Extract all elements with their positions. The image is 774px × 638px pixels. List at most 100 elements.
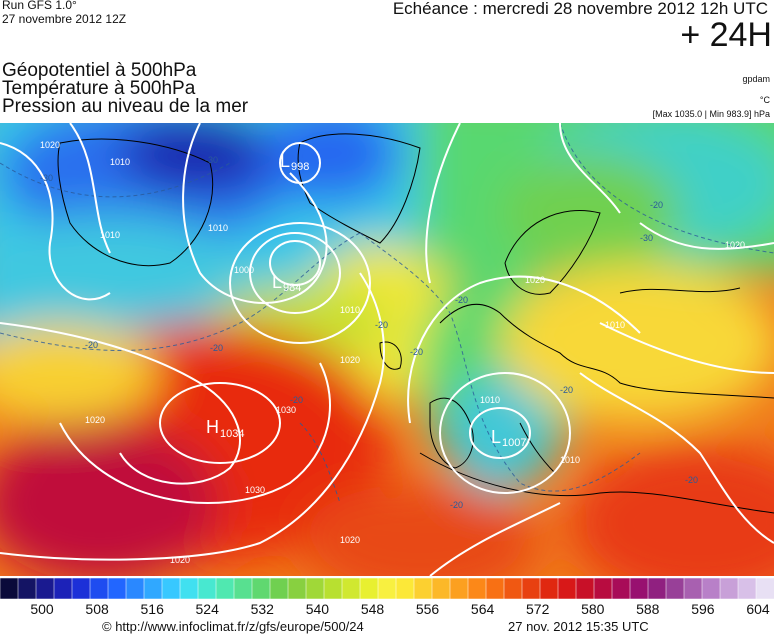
scale-swatch — [71, 578, 91, 599]
scale-swatch — [161, 578, 181, 599]
color-scale — [0, 578, 774, 599]
isotherm-label: -20 — [450, 500, 463, 510]
isotherm-label: -20 — [375, 320, 388, 330]
isotherm-label: -20 — [210, 343, 223, 353]
scale-tick-label: 540 — [305, 601, 330, 617]
scale-swatch — [341, 578, 361, 599]
scale-swatch — [0, 578, 19, 599]
isotherm-label: -30 — [205, 155, 218, 165]
isotherm-label: -20 — [290, 395, 303, 405]
unit-gpdam: gpdam — [742, 74, 770, 84]
low-center-1007: L 1007 — [491, 427, 526, 449]
isotherm-label: -20 — [455, 295, 468, 305]
scale-swatch — [287, 578, 307, 599]
run-date: 27 novembre 2012 12Z — [2, 12, 127, 26]
scale-tick-label: 500 — [30, 601, 54, 617]
isotherm-labels: -30 -30 -30 -20 -20 -20 -20 -20 -20 -20 … — [40, 155, 698, 510]
svg-text:H: H — [206, 417, 219, 437]
scale-tick-label: 596 — [691, 601, 715, 617]
scale-swatch — [539, 578, 559, 599]
scale-swatch — [269, 578, 289, 599]
validity-label: Echéance : mercredi 28 novembre 2012 12h… — [392, 0, 768, 18]
scale-swatch — [35, 578, 55, 599]
isobar-label: 1020 — [40, 140, 60, 150]
isobar-label: 1020 — [340, 535, 360, 545]
scale-swatch — [503, 578, 523, 599]
scale-tick-label: 564 — [470, 601, 495, 617]
scale-swatch — [737, 578, 757, 599]
center-value: 1007 — [502, 437, 526, 449]
isobar-label: 1010 — [480, 395, 500, 405]
scale-swatch — [611, 578, 631, 599]
isotherm-label: -30 — [640, 233, 653, 243]
scale-swatch — [17, 578, 37, 599]
isotherm-label: -20 — [650, 200, 663, 210]
scale-tick-label: 532 — [250, 601, 274, 617]
isobar-label: 1020 — [85, 415, 105, 425]
isobar-label: 1010 — [208, 223, 228, 233]
scale-swatch — [683, 578, 703, 599]
scale-swatch — [629, 578, 649, 599]
scale-swatch — [557, 578, 577, 599]
isotherms — [0, 123, 774, 504]
isotherm-label: -20 — [410, 347, 423, 357]
scale-tick-label: 604 — [746, 601, 770, 617]
scale-swatch — [467, 578, 487, 599]
isobar-label: 1020 — [170, 555, 190, 565]
scale-tick-label: 588 — [636, 601, 660, 617]
scale-swatch — [359, 578, 379, 599]
title-pressure: Pression au niveau de la mer — [2, 96, 249, 117]
isotherm-label: -20 — [685, 475, 698, 485]
lead-time: + 24H — [680, 16, 772, 54]
center-value: 998 — [291, 161, 309, 173]
scale-tick-label: 516 — [140, 601, 164, 617]
scale-swatch — [701, 578, 721, 599]
scale-tick-label: 572 — [526, 601, 550, 617]
isobar-label: 1030 — [276, 405, 296, 415]
isotherm-label: -30 — [40, 173, 53, 183]
scale-swatch — [413, 578, 433, 599]
svg-text:L: L — [491, 427, 501, 447]
low-center-998: L 998 — [280, 151, 309, 173]
scale-swatch — [89, 578, 109, 599]
isobar-label: 1010 — [340, 305, 360, 315]
scale-swatch — [593, 578, 613, 599]
title-geopotential: Géopotentiel à 500hPa — [2, 60, 197, 81]
scale-swatch — [431, 578, 451, 599]
scale-tick-label: 580 — [581, 601, 605, 617]
isobar-label: 1010 — [560, 455, 580, 465]
unit-celsius: °C — [759, 95, 770, 105]
scale-swatch — [395, 578, 415, 599]
scale-swatch — [305, 578, 325, 599]
coastlines — [57, 133, 774, 514]
title-temperature: Température à 500hPa — [2, 78, 196, 99]
scale-swatch — [107, 578, 127, 599]
source-credit[interactable]: © http://www.infoclimat.fr/z/gfs/europe/… — [102, 619, 364, 634]
scale-swatch — [377, 578, 397, 599]
scale-swatch — [521, 578, 541, 599]
scale-swatch — [323, 578, 343, 599]
isobar-label: 1000 — [234, 265, 254, 275]
isobar-label: 1010 — [110, 157, 130, 167]
isobar-label: 1020 — [525, 275, 545, 285]
center-value: 1034 — [220, 428, 244, 440]
scale-tick-label: 524 — [195, 601, 219, 617]
scale-swatch — [53, 578, 73, 599]
high-center-1034: H 1034 — [206, 417, 244, 440]
scale-swatch — [755, 578, 774, 599]
weather-map[interactable]: H 1034 L 998 L 984 L 1007 1010 1020 1010… — [0, 123, 774, 576]
scale-swatch — [125, 578, 145, 599]
scale-tick-label: 508 — [85, 601, 109, 617]
pressure-range: [Max 1035.0 | Min 983.9] hPa — [652, 109, 770, 119]
isobars — [0, 123, 774, 576]
svg-text:L: L — [272, 272, 282, 292]
pressure-centers: H 1034 L 998 L 984 L 1007 — [206, 151, 526, 449]
isobar-label: 1010 — [100, 230, 120, 240]
scale-tick-label: 556 — [415, 601, 440, 617]
scale-swatch — [251, 578, 271, 599]
scale-swatch — [197, 578, 217, 599]
scale-tick-label: 548 — [360, 601, 385, 617]
run-label: Run GFS 1.0° — [2, 0, 77, 12]
scale-swatch — [485, 578, 505, 599]
scale-swatch — [665, 578, 685, 599]
